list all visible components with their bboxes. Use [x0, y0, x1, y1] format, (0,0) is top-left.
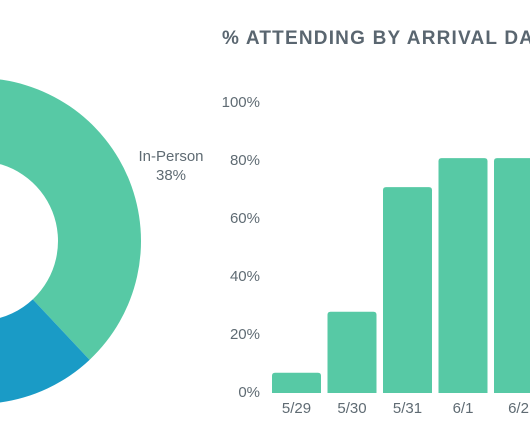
y-tick-label: 100%	[222, 94, 260, 111]
segment-value-label: 38%	[156, 167, 186, 184]
bar	[383, 187, 432, 393]
bar	[327, 311, 377, 393]
x-tick-label: 5/31	[393, 400, 422, 417]
chart-title: % ATTENDING BY ARRIVAL DATE	[222, 28, 530, 49]
bar	[438, 158, 488, 393]
x-tick-label: 6/1	[453, 400, 474, 417]
y-tick-label: 40%	[230, 268, 260, 285]
y-tick-label: 80%	[230, 152, 260, 169]
bar	[494, 158, 530, 393]
y-tick-label: 60%	[230, 210, 260, 227]
x-tick-label: 5/30	[337, 400, 366, 417]
x-tick-label: 5/29	[282, 400, 311, 417]
donut-segment	[0, 79, 141, 360]
x-tick-label: 6/2	[508, 400, 529, 417]
donut-segment	[0, 299, 90, 403]
y-tick-label: 20%	[230, 326, 260, 343]
segment-label: In-Person	[138, 148, 203, 165]
bar	[272, 372, 321, 393]
y-tick-label: 0%	[238, 384, 260, 401]
